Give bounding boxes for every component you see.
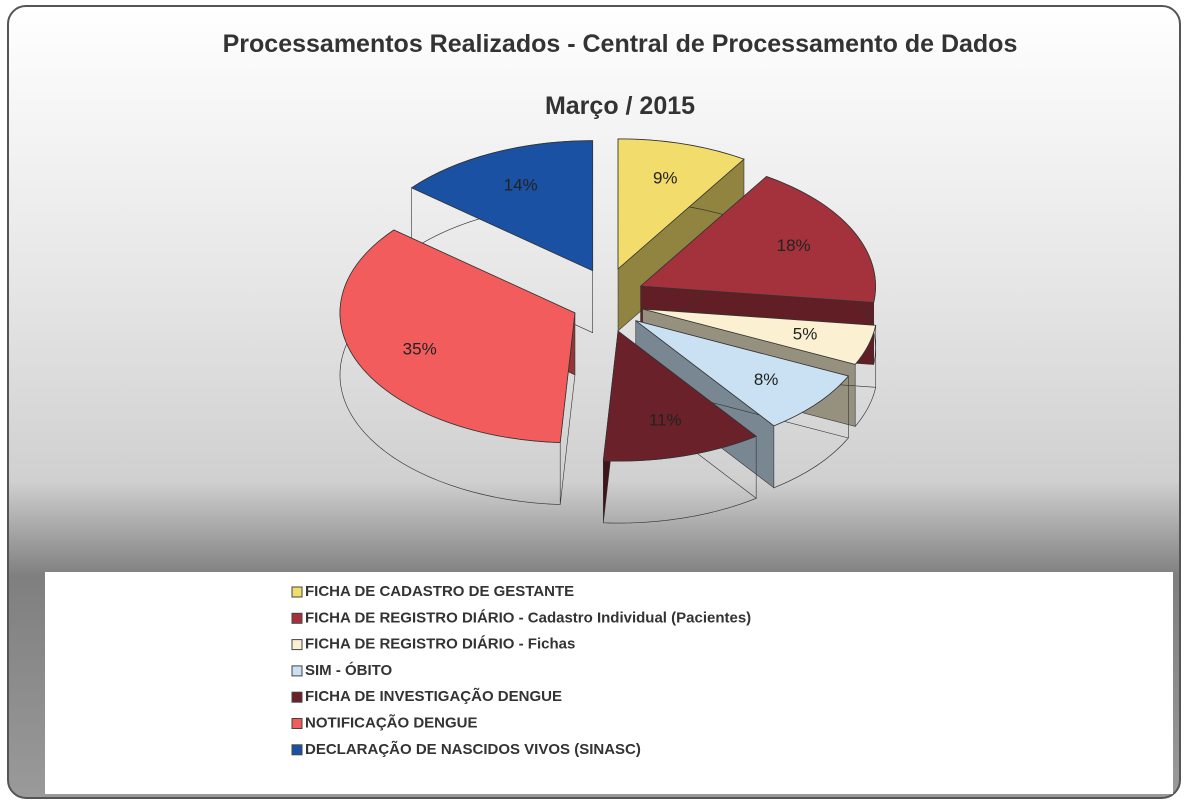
pie-slice bbox=[635, 320, 850, 427]
chart-title: Processamentos Realizados - Central de P… bbox=[222, 30, 1018, 58]
data-label: 14% bbox=[504, 175, 538, 194]
legend-label: FICHA DE INVESTIGAÇÃO DENGUE bbox=[305, 687, 562, 705]
pie-slice bbox=[602, 330, 757, 462]
legend-label: FICHA DE REGISTRO DIÁRIO - Fichas bbox=[305, 636, 575, 653]
legend-label: SIM - ÓBITO bbox=[305, 661, 393, 679]
legend-swatch bbox=[291, 665, 303, 677]
legend-label: NOTIFICAÇÃO DENGUE bbox=[305, 713, 478, 731]
legend-swatch bbox=[291, 718, 303, 729]
legend-swatch bbox=[291, 586, 303, 598]
data-label: 8% bbox=[754, 370, 779, 389]
pie: 9% 18% 5% 8% 11% 35% 14% bbox=[339, 138, 877, 524]
data-label: 9% bbox=[653, 168, 678, 187]
legend-swatch bbox=[291, 744, 303, 756]
pie-slice bbox=[642, 308, 877, 365]
data-label: 18% bbox=[777, 236, 811, 255]
chart-subtitle: Março / 2015 bbox=[544, 92, 696, 120]
pie-slice bbox=[339, 229, 576, 444]
pie-slice bbox=[617, 138, 745, 270]
pie-slice bbox=[639, 175, 876, 303]
legend-label: FICHA DE REGISTRO DIÁRIO - Cadastro Indi… bbox=[305, 609, 751, 626]
data-label: 35% bbox=[403, 340, 437, 359]
legend-swatch bbox=[291, 612, 303, 624]
legend-swatch bbox=[291, 691, 303, 703]
data-label: 11% bbox=[649, 410, 682, 429]
legend-swatch bbox=[291, 639, 303, 651]
legend: FICHA DE CADASTRO DE GESTANTE FICHA DE RE… bbox=[291, 583, 751, 758]
data-label: 5% bbox=[793, 325, 818, 344]
legend-label: FICHA DE CADASTRO DE GESTANTE bbox=[305, 583, 574, 600]
legend-box bbox=[45, 572, 1173, 794]
legend-label: DECLARAÇÃO DE NASCIDOS VIVOS (SINASC) bbox=[305, 740, 641, 758]
pie-slice bbox=[410, 140, 594, 272]
